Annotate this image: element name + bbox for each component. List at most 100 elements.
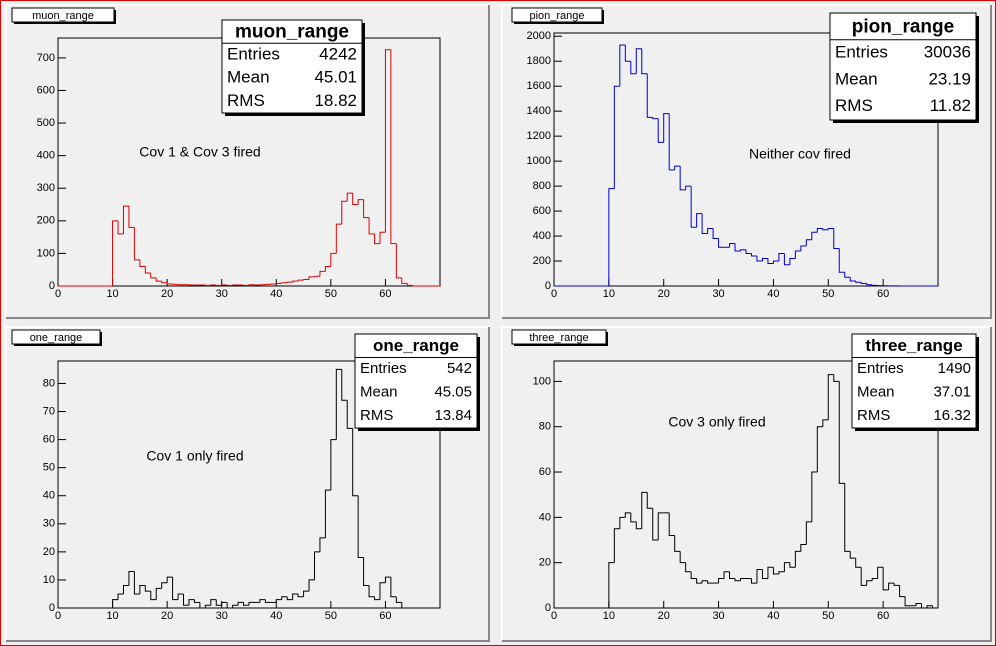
stats-label: Entries xyxy=(835,43,888,62)
histogram-bin xyxy=(384,576,391,583)
stats-label: Mean xyxy=(857,384,895,401)
histogram-bin xyxy=(297,593,304,598)
stats-value: 18.82 xyxy=(314,91,357,110)
x-tick-label: 20 xyxy=(658,288,670,300)
histogram-bin xyxy=(750,578,757,584)
histogram-bin xyxy=(635,48,642,74)
stats-box xyxy=(354,333,478,429)
histogram-bin xyxy=(750,253,757,257)
histogram-bin xyxy=(767,566,774,579)
x-tick-label: 30 xyxy=(216,288,228,300)
histogram-bin xyxy=(237,601,244,606)
y-tick-label: 700 xyxy=(37,52,55,64)
histogram-bin xyxy=(210,599,217,606)
histogram-bin xyxy=(789,258,796,265)
histogram-bin xyxy=(324,489,331,538)
histogram-bin xyxy=(866,283,873,286)
histogram-bin xyxy=(893,583,900,586)
histogram-bin xyxy=(871,284,878,286)
histogram-bin xyxy=(679,166,686,191)
histogram-bin xyxy=(177,593,184,600)
histogram-bin xyxy=(646,492,653,509)
histogram-bin xyxy=(849,277,856,282)
y-tick-label: 400 xyxy=(533,230,551,242)
stats-box xyxy=(829,12,977,121)
y-tick-label: 20 xyxy=(43,546,55,558)
histogram-bin xyxy=(904,596,911,607)
histogram-bin xyxy=(822,419,829,427)
histogram-bin xyxy=(860,282,867,285)
stats-value: 16.32 xyxy=(933,407,971,424)
y-tick-label: 1400 xyxy=(527,105,551,117)
histogram-bin xyxy=(275,599,282,603)
histogram-bin xyxy=(794,550,801,568)
histogram-bin xyxy=(772,567,779,575)
histogram-bin xyxy=(888,582,895,590)
stats-value: 1490 xyxy=(938,360,971,377)
histogram-bin xyxy=(341,369,348,401)
histogram-bin xyxy=(761,569,768,580)
histogram-bin xyxy=(685,185,692,190)
histogram-bin xyxy=(630,512,637,523)
y-tick-label: 40 xyxy=(539,511,551,523)
histogram-bin xyxy=(363,199,370,219)
pad-bevel-light xyxy=(501,326,991,641)
x-tick-label: 10 xyxy=(603,288,615,300)
histogram-bin xyxy=(657,512,664,541)
histogram-bin xyxy=(352,193,359,206)
histogram-bin xyxy=(772,260,779,264)
histogram-bin xyxy=(849,551,856,559)
histogram-bin xyxy=(624,44,631,62)
histogram-bin xyxy=(608,188,615,286)
histogram-bin xyxy=(871,578,878,581)
histogram-bin xyxy=(406,283,413,286)
histogram-bin xyxy=(915,602,922,606)
y-tick-label: 1000 xyxy=(527,155,551,167)
y-tick-label: 1800 xyxy=(527,55,551,67)
x-tick-label: 50 xyxy=(325,288,337,300)
histogram-bin xyxy=(275,282,282,285)
stats-value: 4242 xyxy=(319,44,357,63)
histogram-bin xyxy=(696,578,703,584)
histogram-bin xyxy=(630,61,637,75)
histogram-bin xyxy=(855,281,862,283)
y-tick-label: 70 xyxy=(43,405,55,417)
pad-bevel-dark xyxy=(6,5,490,319)
x-tick-label: 0 xyxy=(551,610,557,622)
histogram-bin xyxy=(783,562,790,572)
histogram-bin xyxy=(679,551,686,564)
histogram-bin xyxy=(701,213,708,235)
stats-title: pion_range xyxy=(852,16,954,37)
histogram-bin xyxy=(641,48,648,75)
x-tick-label: 20 xyxy=(161,288,173,300)
pad-bevel-dark xyxy=(502,5,992,319)
histogram-bin xyxy=(133,571,140,595)
x-tick-label: 60 xyxy=(379,288,391,300)
x-tick-label: 60 xyxy=(379,610,391,622)
pad-bevel-dark xyxy=(502,327,992,642)
histogram-bin xyxy=(395,243,402,279)
histogram-bin xyxy=(286,281,293,283)
histogram-bin xyxy=(756,568,763,584)
histogram-bin xyxy=(390,49,397,245)
y-tick-label: 400 xyxy=(37,150,55,162)
histogram-bin xyxy=(161,281,168,284)
histogram-bin xyxy=(374,596,380,601)
stats-value: 542 xyxy=(447,360,472,377)
histogram-bin xyxy=(379,582,386,600)
histogram-bin xyxy=(740,578,746,581)
histogram-bin xyxy=(767,258,774,265)
histogram-bin xyxy=(855,558,862,568)
histogram-bin xyxy=(139,259,146,267)
y-tick-label: 500 xyxy=(37,117,55,129)
histogram-bin xyxy=(172,577,179,601)
histogram-bin xyxy=(330,252,337,267)
histogram-bin xyxy=(668,512,675,536)
histogram-bin xyxy=(368,217,375,235)
histogram-bin xyxy=(401,602,408,609)
histogram-bin xyxy=(652,508,659,541)
histogram-bin xyxy=(800,245,807,252)
y-tick-label: 1600 xyxy=(527,80,551,92)
histogram-bin xyxy=(833,228,840,250)
